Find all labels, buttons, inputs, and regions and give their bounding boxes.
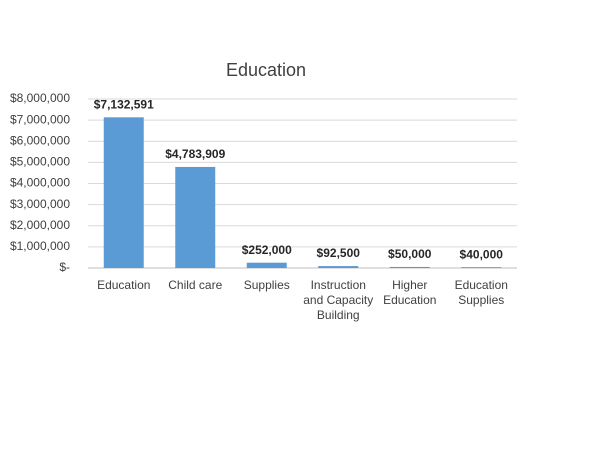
x-tick-label: Child care	[168, 278, 223, 292]
y-tick-label: $5,000,000	[10, 155, 70, 169]
x-tick-label: Higher Education	[383, 278, 437, 307]
y-tick-label: $7,000,000	[10, 112, 70, 126]
x-tick-label: Instruction and Capacity Building	[303, 278, 374, 322]
data-label: $4,783,909	[165, 147, 225, 161]
bar	[103, 117, 144, 269]
bar	[389, 266, 430, 268]
y-tick-label: $6,000,000	[10, 133, 70, 147]
y-tick-label: $2,000,000	[10, 218, 70, 232]
x-tick-label-box: Education Supplies	[454, 278, 508, 307]
data-label: $50,000	[388, 247, 432, 261]
x-tick-label: Education Supplies	[454, 278, 508, 307]
x-tick-label-box: Higher Education	[383, 278, 437, 307]
y-tick-label: $1,000,000	[10, 239, 70, 253]
x-tick-label-box: Instruction and Capacity Building	[303, 278, 374, 322]
y-tick-label: $-	[59, 260, 70, 274]
data-label: $40,000	[460, 247, 504, 261]
data-label: $92,500	[317, 246, 361, 260]
bar	[318, 266, 359, 268]
bar	[461, 267, 502, 268]
data-label: $7,132,591	[94, 97, 154, 111]
x-tick-label-box: Education	[97, 278, 151, 292]
y-tick-label: $3,000,000	[10, 197, 70, 211]
bar	[175, 166, 216, 268]
x-tick-label-box: Supplies	[243, 278, 290, 292]
bar	[246, 262, 287, 268]
x-tick-label-box: Child care	[168, 278, 223, 292]
data-label: $252,000	[242, 243, 292, 257]
y-tick-label: $4,000,000	[10, 176, 70, 190]
y-tick-label: $8,000,000	[10, 91, 70, 105]
chart-title: Education	[226, 60, 306, 80]
x-tick-label: Supplies	[243, 278, 290, 292]
x-tick-label: Education	[97, 278, 151, 292]
